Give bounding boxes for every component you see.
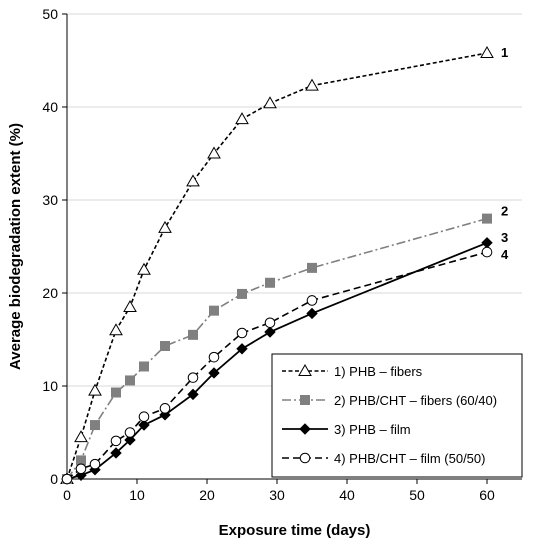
data-point-circle <box>138 411 150 422</box>
data-point-diamond <box>187 388 199 401</box>
data-point-square <box>482 213 492 224</box>
data-point-circle <box>264 317 276 329</box>
y-tick-label: 0 <box>50 471 58 487</box>
series-end-label: 4 <box>501 247 509 262</box>
data-point-circle <box>187 372 199 383</box>
data-point-triangle <box>186 174 200 187</box>
legend-item-1: 1) PHB – fibers <box>282 363 423 379</box>
data-point-circle <box>481 246 493 258</box>
data-point-triangle <box>263 96 277 109</box>
data-point-square <box>300 395 310 405</box>
data-point-square <box>237 288 247 299</box>
x-tick-label: 50 <box>409 487 425 503</box>
data-point-diamond <box>306 307 318 320</box>
data-point-triangle <box>305 78 319 91</box>
x-tick-label: 0 <box>63 487 71 503</box>
data-point-diamond <box>110 447 122 459</box>
data-point-circle <box>61 473 73 485</box>
data-point-circle <box>159 403 171 414</box>
data-point-square <box>125 375 135 386</box>
y-tick-label: 20 <box>42 285 58 301</box>
legend-label: 1) PHB – fibers <box>334 364 423 379</box>
x-tick-label: 10 <box>129 487 145 503</box>
series-4 <box>61 246 493 485</box>
data-point-diamond <box>138 419 150 431</box>
legend-item-4: 4) PHB/CHT – film (50/50) <box>282 451 485 466</box>
y-tick-label: 50 <box>42 6 58 22</box>
data-point-triangle <box>235 112 249 125</box>
series-layer <box>60 46 494 485</box>
data-point-circle <box>124 427 136 438</box>
data-point-circle <box>299 452 311 464</box>
data-point-square <box>139 361 149 372</box>
data-point-diamond <box>481 237 493 249</box>
series-end-label: 2 <box>501 204 508 219</box>
data-point-diamond <box>236 343 248 355</box>
y-tick-label: 40 <box>42 99 58 115</box>
data-point-square <box>111 387 121 398</box>
legend-label: 4) PHB/CHT – film (50/50) <box>334 451 485 466</box>
data-point-triangle <box>480 46 494 59</box>
x-tick-label: 40 <box>339 487 355 503</box>
y-tick-label: 10 <box>42 378 58 394</box>
series-end-labels: 1 2 3 4 <box>501 45 509 262</box>
legend-item-3: 3) PHB – film <box>282 422 411 437</box>
data-point-triangle <box>88 383 102 396</box>
data-point-square <box>265 277 275 288</box>
legend-box <box>271 353 523 478</box>
series-end-label: 1 <box>501 45 508 60</box>
legend-item-2: 2) PHB/CHT – fibers (60/40) <box>282 393 497 408</box>
data-point-square <box>160 341 170 352</box>
data-point-square <box>90 420 100 431</box>
data-point-triangle <box>74 430 88 443</box>
data-point-circle <box>236 327 248 339</box>
data-point-diamond <box>264 326 276 338</box>
x-axis-title: Exposure time (days) <box>219 522 371 539</box>
series-end-label: 3 <box>501 230 508 245</box>
data-point-triangle <box>123 299 137 312</box>
data-point-circle <box>208 351 220 363</box>
data-point-circle <box>89 458 101 470</box>
series-2 <box>62 213 492 484</box>
data-point-diamond <box>299 423 311 435</box>
y-axis-title: Average biodegradation extent (%) <box>7 123 24 370</box>
data-point-triangle <box>298 363 312 376</box>
x-tick-label: 60 <box>479 487 495 503</box>
data-point-square <box>209 305 219 316</box>
data-point-square <box>307 262 317 273</box>
data-point-square <box>188 329 198 340</box>
legend: 1) PHB – fibers 2) PHB/CHT – fibers (60/4… <box>271 353 523 478</box>
data-point-diamond <box>124 434 136 446</box>
data-point-circle <box>75 463 87 475</box>
legend-label: 2) PHB/CHT – fibers (60/40) <box>334 393 497 408</box>
data-point-triangle <box>158 220 172 233</box>
axes: 0 10 20 30 40 50 0 10 20 30 40 50 60 <box>42 6 522 503</box>
y-tick-label: 30 <box>42 192 58 208</box>
data-point-circle <box>110 435 122 447</box>
x-tick-label: 30 <box>269 487 285 503</box>
data-point-triangle <box>109 323 123 336</box>
data-point-triangle <box>207 146 221 159</box>
gridlines <box>67 13 522 387</box>
data-point-diamond <box>208 367 220 379</box>
x-tick-label: 20 <box>199 487 215 503</box>
data-point-circle <box>306 295 318 306</box>
data-point-triangle <box>137 262 151 275</box>
legend-label: 3) PHB – film <box>334 422 411 437</box>
